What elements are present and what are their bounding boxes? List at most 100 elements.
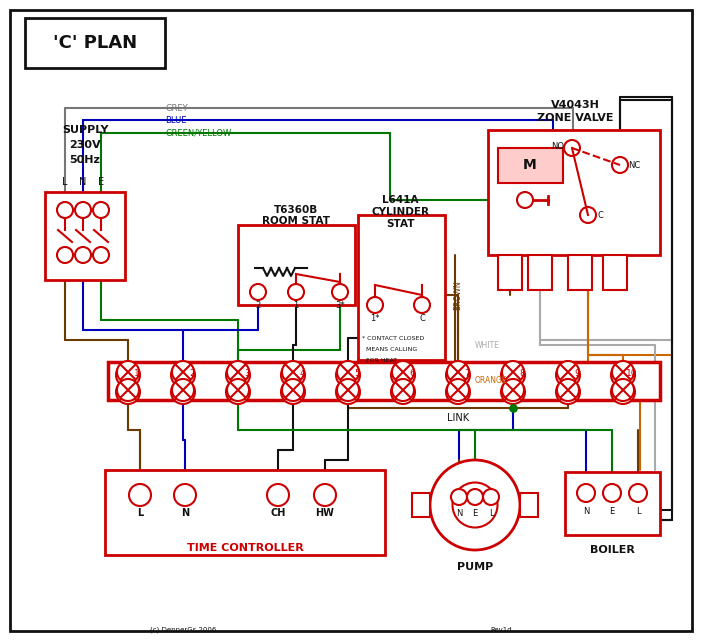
- Text: 4: 4: [299, 369, 305, 378]
- Text: L: L: [137, 508, 143, 518]
- Text: ROOM STAT: ROOM STAT: [262, 216, 330, 226]
- Circle shape: [556, 363, 580, 387]
- Circle shape: [117, 379, 139, 401]
- Text: TIME CONTROLLER: TIME CONTROLLER: [187, 543, 303, 553]
- Text: 8: 8: [519, 369, 525, 378]
- Bar: [498, 148, 563, 183]
- Circle shape: [629, 484, 647, 502]
- Circle shape: [612, 361, 634, 383]
- Circle shape: [314, 484, 336, 506]
- Circle shape: [612, 379, 634, 401]
- Text: 1: 1: [293, 301, 298, 310]
- Circle shape: [75, 202, 91, 218]
- Circle shape: [336, 363, 360, 387]
- Text: 5: 5: [354, 369, 360, 378]
- Circle shape: [281, 380, 305, 404]
- Circle shape: [577, 484, 595, 502]
- Text: HW: HW: [316, 508, 334, 518]
- Circle shape: [603, 484, 621, 502]
- Bar: [412, 493, 430, 517]
- Text: 50Hz: 50Hz: [69, 155, 100, 165]
- Text: L: L: [489, 508, 494, 517]
- Text: C: C: [419, 313, 425, 322]
- Circle shape: [446, 380, 470, 404]
- Text: E: E: [472, 508, 477, 517]
- Circle shape: [337, 379, 359, 401]
- Circle shape: [57, 247, 73, 263]
- Circle shape: [517, 192, 533, 208]
- Bar: [488, 130, 660, 255]
- Circle shape: [392, 361, 414, 383]
- Circle shape: [467, 489, 483, 505]
- Text: 6: 6: [409, 369, 415, 378]
- Circle shape: [502, 361, 524, 383]
- Text: BOILER: BOILER: [590, 545, 635, 555]
- Text: 10: 10: [626, 369, 637, 378]
- Text: 'C' PLAN: 'C' PLAN: [53, 34, 137, 52]
- Bar: [498, 255, 522, 290]
- Bar: [105, 470, 385, 555]
- Circle shape: [391, 363, 415, 387]
- Text: N: N: [79, 177, 86, 187]
- Circle shape: [282, 379, 304, 401]
- Circle shape: [483, 489, 499, 505]
- Circle shape: [75, 247, 91, 263]
- Text: * CONTACT CLOSED: * CONTACT CLOSED: [362, 335, 424, 340]
- Circle shape: [502, 379, 524, 401]
- Text: ZONE VALVE: ZONE VALVE: [537, 113, 614, 123]
- Circle shape: [117, 361, 139, 383]
- Circle shape: [172, 379, 194, 401]
- Bar: [520, 493, 538, 517]
- Text: E: E: [98, 177, 104, 187]
- Bar: [358, 215, 445, 360]
- Bar: [45, 192, 125, 280]
- Text: 1: 1: [134, 369, 140, 378]
- Circle shape: [612, 157, 628, 173]
- Text: M: M: [523, 158, 537, 172]
- Text: PUMP: PUMP: [457, 562, 493, 572]
- Text: N: N: [456, 508, 462, 517]
- Circle shape: [171, 380, 195, 404]
- Circle shape: [226, 380, 250, 404]
- Bar: [565, 472, 660, 535]
- Text: 7: 7: [464, 369, 470, 378]
- Bar: [238, 225, 355, 305]
- Text: NC: NC: [628, 160, 640, 169]
- Circle shape: [171, 363, 195, 387]
- Circle shape: [226, 363, 250, 387]
- Text: MEANS CALLING: MEANS CALLING: [362, 347, 417, 351]
- Circle shape: [288, 284, 304, 300]
- Circle shape: [447, 361, 469, 383]
- Circle shape: [557, 361, 579, 383]
- Circle shape: [250, 284, 266, 300]
- Circle shape: [116, 380, 140, 404]
- Text: LINK: LINK: [447, 413, 469, 423]
- Circle shape: [337, 361, 359, 383]
- Circle shape: [446, 363, 470, 387]
- Text: (c) DennerGs 2006: (c) DennerGs 2006: [150, 627, 216, 633]
- Circle shape: [227, 361, 249, 383]
- Text: ORANGE: ORANGE: [475, 376, 508, 385]
- Text: BROWN: BROWN: [453, 280, 463, 310]
- Text: 3: 3: [244, 369, 250, 378]
- Text: 2: 2: [189, 369, 195, 378]
- Circle shape: [93, 247, 109, 263]
- Bar: [108, 362, 660, 400]
- Circle shape: [414, 297, 430, 313]
- Circle shape: [174, 484, 196, 506]
- Text: L: L: [62, 177, 68, 187]
- Bar: [568, 255, 592, 290]
- Circle shape: [501, 363, 525, 387]
- Text: NO: NO: [552, 142, 564, 151]
- Circle shape: [564, 140, 580, 156]
- Text: 1*: 1*: [370, 313, 380, 322]
- Circle shape: [447, 379, 469, 401]
- Circle shape: [332, 284, 348, 300]
- Circle shape: [391, 380, 415, 404]
- Circle shape: [116, 363, 140, 387]
- Circle shape: [392, 379, 414, 401]
- Circle shape: [611, 363, 635, 387]
- Circle shape: [93, 202, 109, 218]
- Text: T6360B: T6360B: [274, 205, 318, 215]
- Circle shape: [453, 483, 498, 528]
